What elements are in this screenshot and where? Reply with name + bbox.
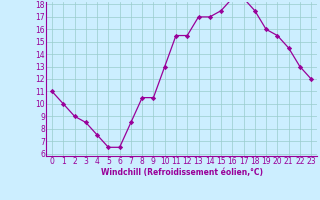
X-axis label: Windchill (Refroidissement éolien,°C): Windchill (Refroidissement éolien,°C) [100,168,263,177]
